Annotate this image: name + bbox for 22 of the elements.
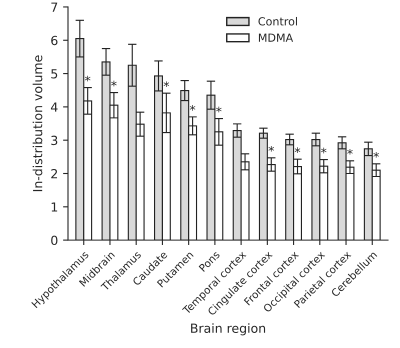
y-tick-label: 5 — [51, 69, 58, 79]
y-axis-title: In-distribution volume — [32, 55, 42, 192]
y-tick-label: 6 — [51, 36, 58, 46]
y-tick-label: 3 — [51, 136, 58, 146]
annotation: * — [111, 80, 117, 86]
annotation: * — [373, 152, 379, 158]
annotation: * — [268, 146, 274, 152]
y-tick-label: 4 — [50, 102, 58, 112]
annotation: * — [347, 148, 353, 155]
y-tick-label: 7 — [51, 2, 58, 12]
y-tick-label: 2 — [51, 168, 58, 178]
annotation: * — [190, 105, 196, 111]
annotation: * — [294, 147, 300, 154]
y-tick-label: 1 — [52, 202, 58, 212]
y-tick-label: 0 — [51, 236, 58, 246]
legend-label: MDMA — [258, 34, 294, 42]
x-axis-title: Brain region — [191, 323, 266, 336]
annotation: * — [216, 106, 222, 112]
legend-label: Control — [258, 16, 297, 26]
annotation: * — [84, 76, 90, 82]
annotation: * — [320, 148, 326, 154]
annotation: * — [164, 81, 170, 88]
